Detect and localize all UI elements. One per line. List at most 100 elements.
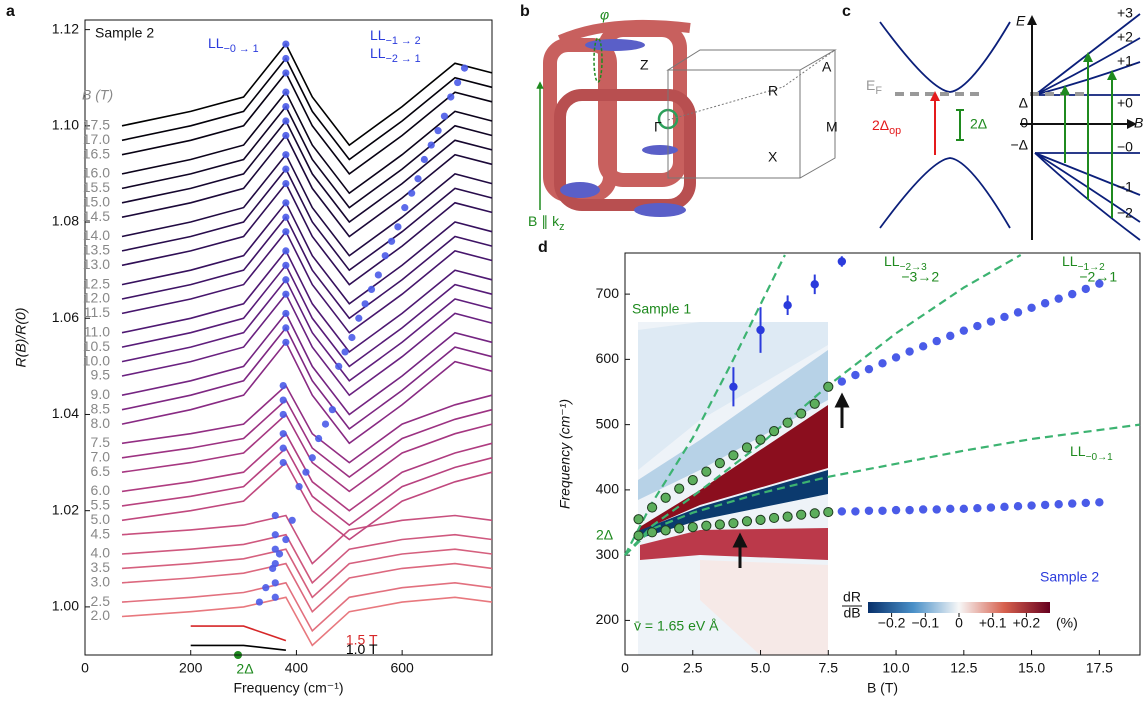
peak-marker: [315, 434, 323, 443]
spectrum-line: [121, 201, 493, 305]
diagram-label: M: [826, 119, 838, 135]
peak-marker: [282, 69, 290, 77]
annotation-main: 2Δ: [872, 117, 889, 133]
peak-marker: [387, 237, 396, 245]
data-point: [1068, 499, 1077, 508]
annotation-main: B ∥ k: [528, 213, 560, 229]
data-point: [837, 377, 847, 386]
peak-marker: [271, 579, 279, 587]
annotation-main: LL: [1062, 253, 1078, 269]
data-point: [687, 475, 698, 486]
peak-marker: [355, 314, 363, 322]
peak-marker: [282, 151, 290, 159]
series-label: 6.5: [91, 463, 111, 479]
peak-marker: [282, 290, 290, 298]
annotation: LL−2→3: [884, 253, 927, 273]
series-label: 10.0: [83, 352, 110, 368]
diagram-label: Z: [640, 57, 649, 73]
y-tick-label: 1.04: [52, 405, 79, 421]
data-point: [823, 381, 834, 392]
annotation: LL−1→2: [1062, 253, 1105, 273]
axes-frame: [84, 19, 493, 656]
data-point: [1040, 299, 1050, 308]
spectrum-line: [121, 153, 493, 257]
data-point: [1054, 294, 1063, 303]
data-point: [1081, 284, 1090, 294]
colorbar-label: dB: [843, 605, 860, 621]
data-point: [1013, 308, 1023, 317]
spectrum-line: [121, 119, 493, 224]
data-point: [674, 483, 685, 494]
data-point: [823, 506, 834, 518]
x-tick-label: 400: [285, 660, 309, 676]
data-point: [701, 466, 712, 477]
x-tick-label: 600: [390, 660, 414, 676]
data-point: [837, 257, 847, 266]
peak-marker: [447, 93, 455, 101]
series-label: 2.5: [91, 593, 111, 609]
y-tick-label: 300: [596, 546, 620, 562]
spectrum-line: [121, 533, 493, 585]
data-point: [701, 520, 712, 531]
pocket: [634, 203, 686, 217]
peak-marker: [282, 165, 290, 173]
series-label: 5.0: [91, 511, 111, 527]
data-point: [891, 353, 901, 362]
peak-marker: [282, 276, 290, 284]
series-label: 5.5: [91, 497, 111, 513]
data-point: [728, 450, 739, 461]
series-label: 15.5: [83, 179, 110, 195]
series-label: 9.0: [91, 386, 111, 402]
x-tick-label: 15.0: [1018, 660, 1045, 676]
peak-marker: [341, 348, 349, 356]
energy-label: −Δ: [1010, 137, 1028, 153]
data-point: [918, 505, 928, 514]
sample-label: Sample 1: [632, 301, 691, 317]
x-axis-label: B (T): [867, 680, 898, 696]
spectrum-line: [121, 71, 493, 176]
x-tick-label: 7.5: [819, 660, 839, 676]
gap-label: 2Δ: [596, 527, 613, 543]
peak-marker: [335, 362, 343, 370]
data-point: [660, 525, 671, 536]
colorbar-tick-label: +0.1: [979, 615, 1007, 631]
peak-marker: [414, 175, 422, 183]
series-label: 1.5 T: [346, 631, 378, 647]
y-tick-label: 1.02: [52, 501, 79, 517]
peak-marker: [282, 309, 290, 318]
peak-marker: [288, 516, 296, 524]
data-point: [660, 492, 671, 503]
level-label: +0: [1117, 95, 1133, 111]
data-point: [1081, 498, 1090, 508]
data-point: [1040, 500, 1050, 510]
diagram-label: X: [768, 149, 778, 165]
data-point: [959, 326, 969, 335]
spectrum-line: [121, 413, 493, 493]
tube: [554, 89, 696, 211]
spectrum-line: [121, 215, 493, 320]
peak-marker: [279, 396, 287, 404]
y-tick-label: 700: [596, 285, 620, 301]
diagram-label: A: [822, 59, 832, 75]
peak-marker: [328, 406, 336, 414]
pocket: [560, 182, 600, 198]
axis-name: B: [1134, 115, 1143, 131]
spectrum-line: [121, 461, 493, 541]
data-point: [809, 508, 820, 519]
series-label: 2.0: [91, 607, 111, 623]
peak-marker: [454, 78, 462, 87]
data-point: [986, 317, 996, 326]
data-point: [905, 347, 914, 356]
data-point: [986, 503, 996, 512]
series-label: 17.0: [83, 131, 110, 147]
peak-marker: [394, 223, 402, 231]
y-tick-label: 1.10: [52, 117, 79, 133]
series-label: 15.0: [83, 194, 110, 210]
peak-marker: [282, 117, 290, 125]
data-point: [932, 336, 941, 346]
peak-marker: [374, 271, 382, 279]
series-label: 4.0: [91, 545, 111, 561]
level-label: +1: [1117, 53, 1133, 69]
data-point: [918, 342, 928, 351]
